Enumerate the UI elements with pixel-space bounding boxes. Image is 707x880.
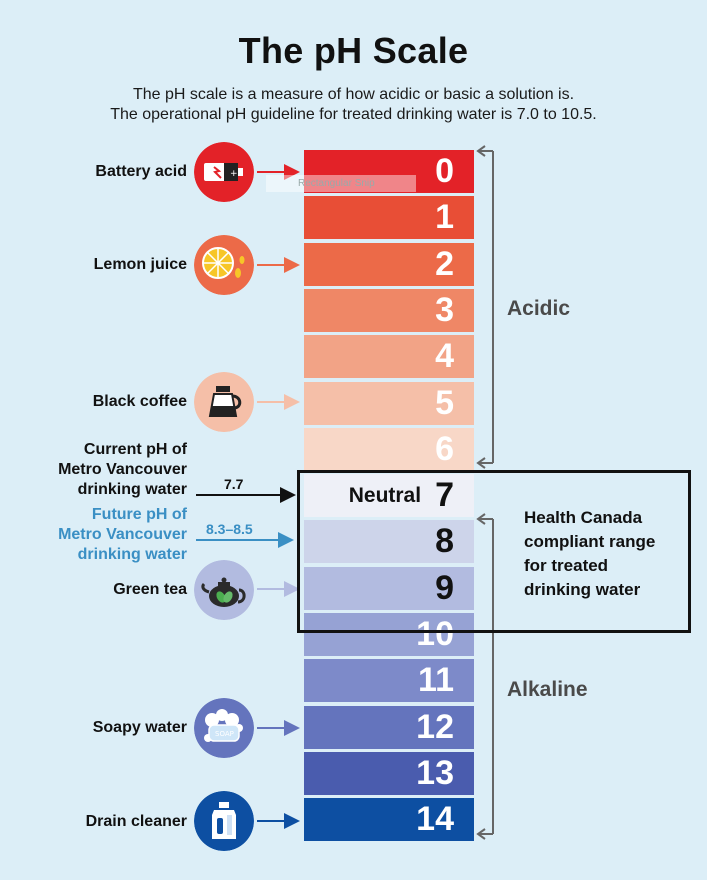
- ph-band-6: 6: [304, 428, 474, 471]
- neutral-label: Neutral: [348, 483, 422, 507]
- ph-band-0: 0: [304, 150, 474, 193]
- ph-band-13: 13: [304, 752, 474, 795]
- alkaline-range-label: Alkaline: [507, 678, 588, 701]
- future-ph-value: 8.3–8.5: [206, 521, 253, 537]
- health-canada-line-3: for treated: [524, 556, 609, 575]
- future-ph-line-2: Metro Vancouver: [58, 526, 187, 543]
- label-lemon-juice: Lemon juice: [93, 256, 187, 273]
- svg-text:SOAP: SOAP: [215, 730, 234, 738]
- ph-band-number: 1: [435, 198, 454, 236]
- current-ph-line-3: drinking water: [77, 481, 187, 498]
- acidic-range-label: Acidic: [507, 297, 571, 320]
- ph-band-10: 10: [304, 613, 474, 656]
- ph-band-number: 10: [416, 615, 454, 653]
- ph-band-1: 1: [304, 196, 474, 239]
- health-canada-label: Health Canada compliant range for treate…: [524, 506, 655, 602]
- ph-band-4: 4: [304, 335, 474, 378]
- ph-band-7: Neutral 7: [304, 474, 474, 517]
- rectangular-snip-overlay: Rectangular Snip: [266, 175, 416, 192]
- health-canada-line-1: Health Canada: [524, 508, 643, 527]
- current-ph-value: 7.7: [224, 476, 244, 492]
- label-soapy-water: Soapy water: [92, 719, 187, 736]
- teapot-icon: [194, 560, 254, 620]
- label-black-coffee: Black coffee: [92, 393, 187, 410]
- ph-band-3: 3: [304, 289, 474, 332]
- svg-text:+: +: [230, 169, 238, 179]
- ph-band-number: 5: [435, 384, 454, 422]
- ph-band-number: 6: [435, 430, 454, 468]
- coffee-pot-icon: [194, 372, 254, 432]
- acidic-bracket: [476, 145, 494, 469]
- ph-band-number: 14: [416, 800, 454, 838]
- drain-cleaner-bottle-icon: [194, 791, 254, 851]
- ph-band-number: 4: [435, 337, 454, 375]
- current-ph-label: Current pH of Metro Vancouver drinking w…: [58, 440, 187, 500]
- ph-band-12: 12: [304, 706, 474, 749]
- battery-icon: +: [194, 142, 254, 202]
- ph-band-2: 2: [304, 243, 474, 286]
- ph-band-number: 11: [418, 661, 454, 699]
- label-drain-cleaner: Drain cleaner: [85, 813, 187, 830]
- ph-band-number: 3: [435, 291, 454, 329]
- label-green-tea: Green tea: [113, 581, 187, 598]
- current-ph-line-1: Current pH of: [83, 441, 187, 458]
- soap-icon: SOAP: [194, 698, 254, 758]
- future-ph-label: Future pH of Metro Vancouver drinking wa…: [58, 505, 187, 565]
- ph-band-number: 7: [435, 476, 454, 514]
- ph-band-number: 12: [416, 708, 454, 746]
- ph-band-number: 2: [435, 245, 454, 283]
- current-ph-line-2: Metro Vancouver: [58, 461, 187, 478]
- health-canada-line-2: compliant range: [524, 532, 656, 551]
- label-battery-acid: Battery acid: [95, 163, 187, 180]
- ph-band-8: 8: [304, 520, 474, 563]
- subtitle-line-1: The pH scale is a measure of how acidic …: [132, 86, 575, 103]
- subtitle-line-2: The operational pH guideline for treated…: [110, 106, 597, 123]
- ph-band-number: 0: [435, 152, 454, 190]
- health-canada-line-4: drinking water: [524, 580, 641, 599]
- ph-band-number: 8: [435, 522, 454, 560]
- ph-band-11: 11: [304, 659, 474, 702]
- ph-band-5: 5: [304, 382, 474, 425]
- ph-band-9: 9: [304, 567, 474, 610]
- lemon-icon: [194, 235, 254, 295]
- alkaline-bracket: [476, 513, 494, 840]
- ph-band-number: 9: [435, 569, 454, 607]
- future-ph-line-3: drinking water: [77, 546, 187, 563]
- ph-band-number: 13: [416, 754, 454, 792]
- health-canada-box: [297, 470, 691, 633]
- page-title: The pH Scale: [238, 30, 469, 71]
- ph-band-14: 14: [304, 798, 474, 841]
- future-ph-line-1: Future pH of: [91, 506, 187, 523]
